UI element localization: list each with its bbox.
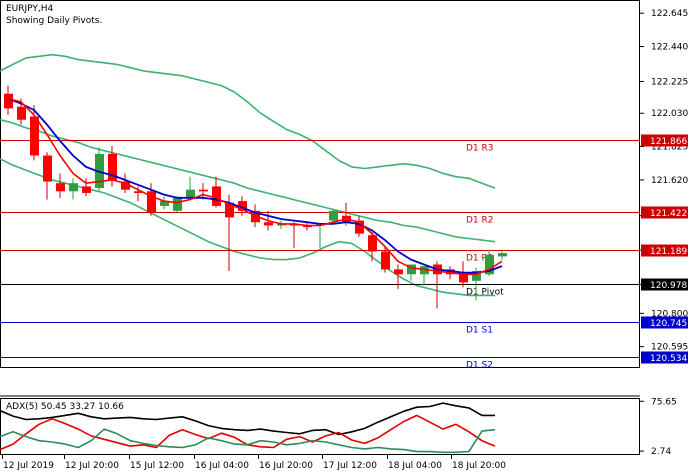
- candle-body: [459, 274, 468, 283]
- pivot-name-label: D1 Pivot: [466, 288, 504, 298]
- time-tick-label: 18 Jul 04:00: [388, 461, 442, 471]
- price-tick-label: 121.825: [651, 143, 688, 153]
- symbol-title: EURJPY,H4: [6, 4, 54, 14]
- price-tick-label: 120.595: [651, 343, 688, 353]
- candle-body: [498, 253, 507, 257]
- pivot-price-badge: [641, 316, 688, 329]
- ma-fast-line: [7, 97, 503, 276]
- candle-body: [186, 189, 195, 198]
- candle-body: [147, 191, 156, 213]
- pivot-price-badge: [641, 206, 688, 219]
- pivot-price-label: 121.422: [650, 209, 687, 219]
- candle-body: [355, 220, 364, 234]
- candle-body: [82, 186, 91, 193]
- moving-averages: [7, 97, 503, 276]
- candle-body: [368, 235, 377, 252]
- pivot-price-labels: 121.866 121.422 121.189 120.978 120.745 120.5…: [641, 134, 688, 364]
- candle-body: [56, 183, 65, 192]
- pivot-name-label: D1 R3: [466, 144, 494, 154]
- time-tick-label: 18 Jul 20:00: [452, 461, 506, 471]
- candle-body: [69, 183, 78, 192]
- pivot-name-label: D1 S2: [466, 361, 493, 371]
- candle-body: [17, 106, 26, 120]
- pivot-price-badge: [641, 351, 688, 364]
- candle-body: [43, 155, 52, 182]
- pivot-price-badge: [641, 134, 688, 147]
- candle-body: [264, 222, 273, 226]
- bb-lower-line: [0, 158, 495, 297]
- pivot-name-label: D1 S1: [466, 326, 493, 336]
- candle-body: [30, 116, 39, 156]
- adx-title: ADX(5) 50.45 33.27 10.66: [6, 402, 124, 412]
- price-tick-label: 120.800: [651, 309, 688, 319]
- candle-body: [134, 191, 143, 193]
- time-tick-label: 16 Jul 20:00: [259, 461, 313, 471]
- candle-body: [238, 201, 247, 211]
- adx-minus-di-line: [0, 428, 496, 454]
- adx-panel-frame: [0, 398, 640, 455]
- pivot-price-label: 121.189: [650, 247, 687, 257]
- candle-body: [394, 269, 403, 275]
- time-axis: 12 Jul 2019 12 Jul 20:00 15 Jul 12:00 16 Ju…: [2, 454, 506, 471]
- bb-middle-line: [0, 118, 496, 243]
- candle-body: [121, 181, 130, 190]
- pivot-price-label: 120.978: [650, 281, 687, 291]
- pivot-name-label: D1 R1: [466, 254, 494, 264]
- candle-body: [329, 210, 338, 221]
- candle-body: [160, 201, 169, 206]
- pivot-price-label: 120.745: [650, 319, 687, 329]
- ma-slow-line: [7, 97, 503, 274]
- pivot-price-badge: [641, 244, 688, 257]
- price-tick-label: 122.030: [651, 109, 688, 119]
- candle-body: [108, 153, 117, 180]
- adx-axis: 75.65 2.74: [640, 397, 677, 457]
- candle-body: [485, 254, 494, 275]
- time-tick-label: 12 Jul 20:00: [65, 461, 119, 471]
- time-tick-label: 16 Jul 04:00: [195, 461, 249, 471]
- candle-body: [173, 197, 182, 211]
- candle-body: [212, 186, 221, 206]
- adx-tick-label: 75.65: [651, 397, 677, 407]
- candle-body: [407, 264, 416, 275]
- adx-main-line: [0, 402, 495, 436]
- pivot-price-label: 121.866: [650, 137, 687, 147]
- price-tick-label: 122.440: [651, 43, 688, 53]
- price-tick-label: 121.620: [651, 176, 688, 186]
- time-tick-label: 15 Jul 12:00: [130, 461, 184, 471]
- candle-body: [199, 189, 208, 192]
- candles: [4, 85, 507, 309]
- pivot-price-label: 120.534: [650, 354, 687, 364]
- pivot-price-badge: [641, 278, 688, 291]
- chart-subtitle: Showing Daily Pivots.: [6, 16, 103, 26]
- price-tick-label: 122.645: [651, 9, 688, 19]
- main-chart-frame: [0, 0, 640, 368]
- candle-body: [225, 202, 234, 218]
- candle-body: [472, 271, 481, 281]
- time-tick-label: 17 Jul 12:00: [323, 461, 377, 471]
- candle-body: [381, 251, 390, 270]
- price-tick-label: 122.225: [651, 78, 688, 88]
- price-axis: 122.645 122.440 122.225 122.030 121.825 121.6…: [640, 9, 688, 353]
- adx-lines: [0, 402, 496, 454]
- bb-upper-line: [0, 53, 496, 189]
- pivot-name-label: D1 R2: [466, 216, 494, 226]
- time-tick-label: 12 Jul 2019: [3, 461, 54, 471]
- candle-body: [4, 93, 13, 109]
- adx-tick-label: 2.74: [651, 447, 671, 457]
- candle-body: [95, 153, 104, 189]
- pivot-levels: D1 R3 D1 R2 D1 R1 D1 Pivot D1 S1 D1 S2: [0, 140, 640, 371]
